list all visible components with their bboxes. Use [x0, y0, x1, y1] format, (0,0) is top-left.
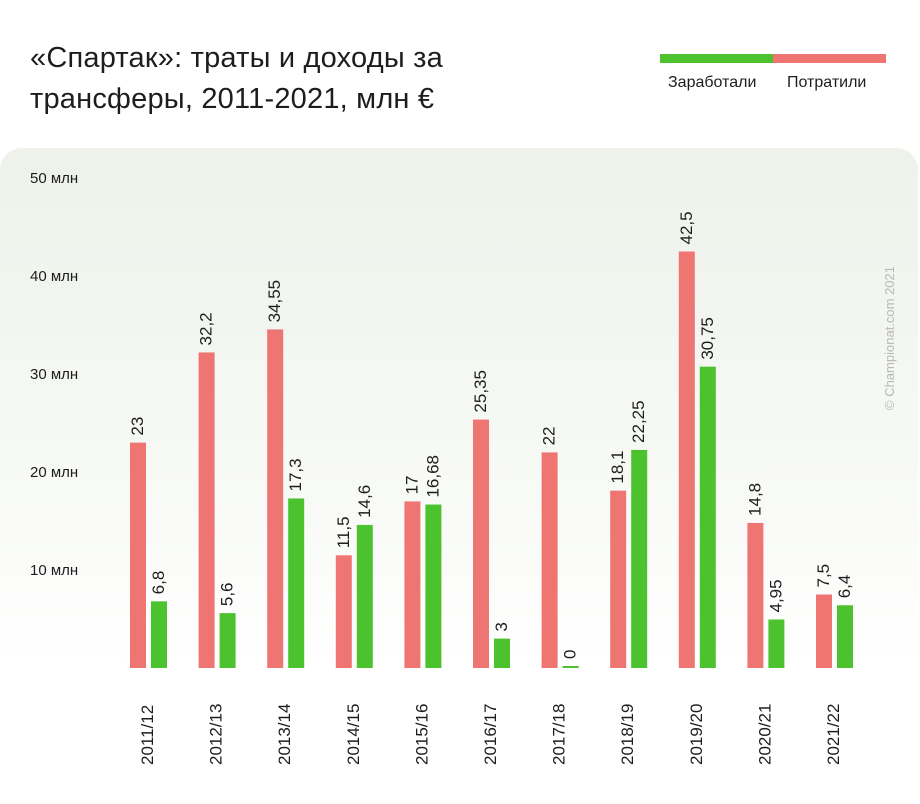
x-tick-label: 2021/22: [824, 704, 843, 765]
y-tick-label: 40 млн: [30, 268, 78, 285]
spent-bar: [267, 329, 284, 668]
earned-value-label: 5,6: [218, 582, 237, 606]
earned-bar: [356, 524, 373, 668]
spent-value-label: 42,5: [677, 211, 696, 244]
spent-value-label: 11,5: [334, 516, 353, 548]
spent-value-label: 25,35: [471, 370, 490, 413]
earned-value-label: 14,6: [355, 485, 374, 518]
spent-value-label: 18,1: [608, 451, 627, 484]
x-tick-label: 2013/14: [275, 704, 294, 765]
earned-bar: [562, 666, 579, 668]
spent-bar: [747, 522, 764, 668]
earned-bar: [151, 601, 167, 668]
x-tick-label: 2015/16: [412, 704, 431, 765]
x-tick-label: 2014/15: [344, 704, 363, 765]
spent-bar: [404, 501, 421, 668]
earned-bar: [494, 638, 510, 668]
earned-value-label: 6,4: [835, 575, 854, 599]
earned-bar: [425, 504, 442, 668]
y-tick-label: 20 млн: [30, 464, 78, 481]
x-tick-label: 2011/12: [138, 705, 157, 765]
x-tick-label: 2018/19: [618, 704, 637, 765]
earned-bar: [768, 619, 785, 668]
spent-bar: [473, 419, 489, 668]
spent-bar: [610, 490, 627, 668]
spent-value-label: 34,55: [265, 280, 284, 323]
earned-bar: [288, 498, 305, 668]
legend-spent-label: Потратили: [787, 74, 867, 91]
spent-value-label: 14,8: [745, 483, 764, 516]
y-tick-label: 30 млн: [30, 366, 78, 383]
earned-value-label: 16,68: [423, 455, 442, 498]
spent-value-label: 22: [540, 426, 559, 445]
spent-value-label: 32,2: [197, 312, 216, 345]
spent-bar: [335, 555, 352, 668]
earned-value-label: 0: [561, 650, 580, 659]
earned-value-label: 30,75: [698, 317, 717, 360]
earned-value-label: 4,95: [766, 579, 785, 612]
y-tick-label: 10 млн: [30, 562, 78, 579]
chart-panel: [0, 148, 918, 669]
x-tick-label: 2016/17: [481, 704, 500, 765]
legend-earned-swatch: [660, 54, 773, 63]
earned-bar: [699, 366, 716, 668]
legend: Заработали Потратили: [660, 54, 886, 94]
x-tick-label: 2012/13: [207, 704, 226, 765]
legend-earned-label: Заработали: [668, 74, 757, 91]
spent-bar: [678, 251, 695, 668]
earned-value-label: 6,8: [149, 571, 168, 595]
earned-value-label: 3: [492, 622, 511, 631]
x-tick-label: 2017/18: [550, 704, 569, 765]
x-tick-label: 2019/20: [687, 704, 706, 765]
chart-title: «Спартак»: траты и доходы за трансферы, …: [30, 42, 443, 115]
spent-bar: [198, 352, 215, 668]
earned-value-label: 17,3: [286, 458, 305, 491]
spent-value-label: 7,5: [814, 564, 833, 588]
earned-bar: [631, 449, 648, 668]
earned-bar: [837, 605, 853, 668]
spent-bar: [130, 442, 146, 668]
spent-bar: [541, 452, 558, 668]
spent-value-label: 23: [128, 417, 147, 436]
earned-value-label: 22,25: [629, 400, 648, 443]
credit-text: © Championat.com 2021: [882, 266, 897, 410]
spent-value-label: 17: [402, 475, 421, 494]
legend-spent-swatch: [773, 54, 886, 63]
earned-bar: [219, 613, 236, 668]
y-tick-label: 50 млн: [30, 170, 78, 187]
x-tick-label: 2020/21: [755, 704, 774, 765]
spent-bar: [816, 594, 832, 668]
